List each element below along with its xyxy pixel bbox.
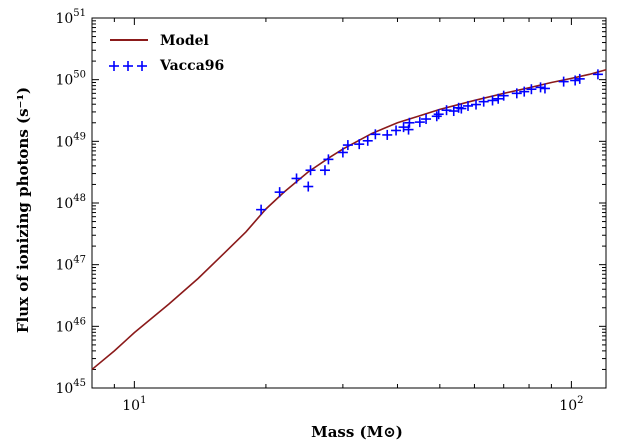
y-tick-label-exp: 45 <box>73 378 86 389</box>
y-tick-label-base: 10 <box>55 134 73 150</box>
model-line <box>91 68 607 371</box>
vacca96-point <box>471 99 482 110</box>
x-tick-label: 102 <box>559 395 583 414</box>
x-tick-label-exp: 1 <box>140 395 146 406</box>
y-axis-title: Flux of ionizing photons (s⁻¹) <box>14 87 32 333</box>
vacca96-point <box>433 109 444 120</box>
vacca96-point <box>535 82 546 93</box>
vacca96-point <box>463 100 474 111</box>
y-tick-label: 1050 <box>55 70 86 89</box>
y-tick-label: 1049 <box>55 131 86 150</box>
y-tick-label-base: 10 <box>55 319 73 335</box>
vacca96-point <box>274 187 285 198</box>
vacca96-point <box>319 165 330 176</box>
vacca96-point <box>498 90 509 101</box>
vacca96-point <box>511 88 522 99</box>
vacca96-point <box>362 135 373 146</box>
vacca96-point <box>539 83 550 94</box>
vacca96-point <box>342 140 353 151</box>
x-tick-label: 101 <box>122 395 146 414</box>
vacca96-point <box>370 129 381 140</box>
ticks <box>91 17 606 389</box>
y-tick-label-base: 10 <box>55 11 73 27</box>
legend: Model Vacca96 <box>109 33 224 74</box>
vacca96-point <box>526 84 537 95</box>
y-tick-label-base: 10 <box>55 73 73 89</box>
vacca96-point <box>478 96 489 107</box>
y-tick-label-exp: 51 <box>73 8 86 19</box>
legend-vacca96-swatch <box>109 61 147 71</box>
points-layer <box>256 69 603 215</box>
vacca96-point <box>431 111 442 122</box>
vacca96-point <box>570 75 581 86</box>
y-tick-label: 1046 <box>55 316 86 335</box>
x-tick-label-exp: 2 <box>577 395 583 406</box>
legend-vacca96-label: Vacca96 <box>159 58 224 74</box>
legend-vacca96-marker <box>109 61 119 71</box>
vacca96-point <box>441 105 452 116</box>
vacca96-point <box>592 69 603 80</box>
y-tick-label-base: 10 <box>55 196 73 212</box>
y-tick-label-exp: 50 <box>73 70 86 81</box>
vacca96-point <box>303 181 314 192</box>
vacca96-point <box>382 129 393 140</box>
x-axis-title: Mass (M⊙) <box>311 423 403 441</box>
y-tick-label-base: 10 <box>55 381 73 397</box>
vacca96-point <box>256 204 267 215</box>
vacca96-point <box>421 114 432 125</box>
y-tick-label-exp: 46 <box>73 316 86 327</box>
legend-vacca96-marker <box>137 61 147 71</box>
vacca96-point <box>398 122 409 133</box>
vacca96-point <box>404 117 415 128</box>
vacca96-point <box>354 139 365 150</box>
y-tick-label-exp: 48 <box>73 193 86 204</box>
y-tick-label-exp: 49 <box>73 131 86 142</box>
vacca96-point <box>574 73 585 84</box>
vacca96-point <box>519 86 530 97</box>
vacca96-point <box>391 125 402 136</box>
y-tick-label-base: 10 <box>55 258 73 274</box>
vacca96-point <box>493 93 504 104</box>
legend-vacca96-marker <box>123 61 133 71</box>
vacca96-point <box>291 173 302 184</box>
vacca96-point <box>456 103 467 114</box>
vacca96-point <box>337 147 348 158</box>
legend-model-label: Model <box>160 33 209 49</box>
y-tick-label: 1045 <box>55 378 86 397</box>
vacca96-point <box>487 95 498 106</box>
x-tick-label-base: 10 <box>122 398 140 414</box>
vacca96-point <box>305 165 316 176</box>
x-tick-label-base: 10 <box>559 398 577 414</box>
vacca96-point <box>558 76 569 87</box>
y-tick-label-exp: 47 <box>73 255 86 266</box>
y-tick-label: 1051 <box>55 8 86 27</box>
model-layer <box>91 68 607 371</box>
vacca96-point <box>323 154 334 165</box>
y-tick-label: 1047 <box>55 255 86 274</box>
y-tick-label: 1048 <box>55 193 86 212</box>
vacca96-point <box>414 117 425 128</box>
vacca96-point <box>403 124 414 135</box>
